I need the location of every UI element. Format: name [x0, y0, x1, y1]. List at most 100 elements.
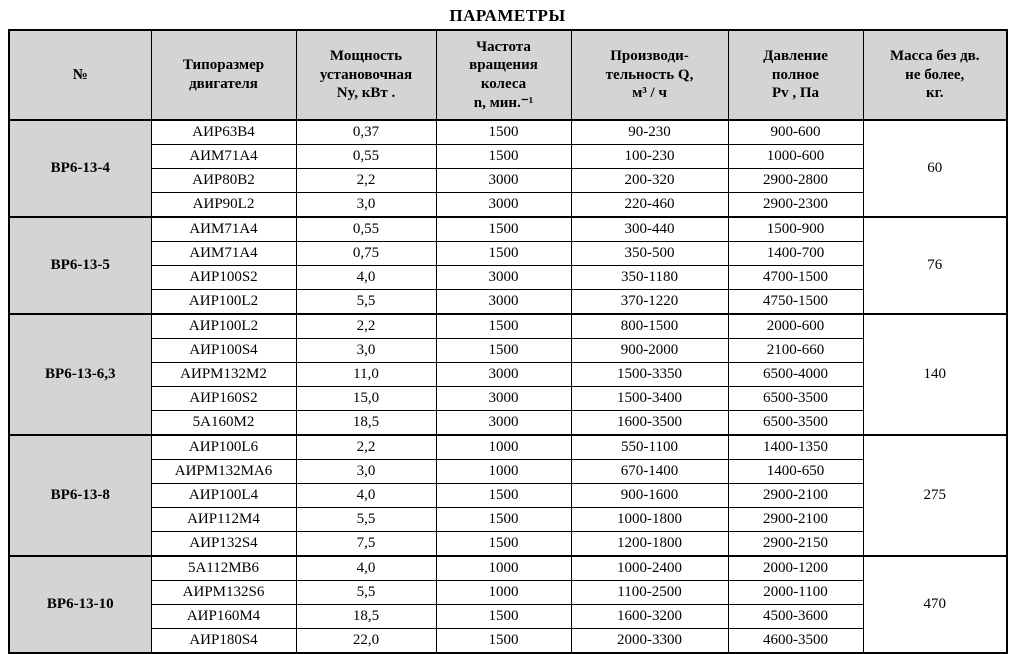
mass-cell: 140: [862, 313, 1008, 436]
pressure-cell: 4500-3600: [727, 604, 864, 629]
capacity-cell: 90-230: [570, 119, 729, 145]
motor-cell: АИРМ132S6: [150, 580, 297, 605]
motor-cell: АИМ71А4: [150, 216, 297, 242]
speed-cell: 1500: [435, 216, 572, 242]
pressure-cell: 1400-650: [727, 459, 864, 484]
pressure-cell: 2000-1100: [727, 580, 864, 605]
table-row: ВР6-13-5 АИМ71А4 0,55 1500 300-440 1500-900 76: [8, 216, 1008, 315]
table-row: ВР6-13-10 5А112МВ6 4,0 1000 1000-2400 2000-12…: [8, 555, 1008, 654]
pressure-cell: 2900-2100: [727, 483, 864, 508]
mass-cell: 76: [862, 216, 1008, 315]
capacity-cell: 350-1180: [570, 265, 729, 290]
pressure-cell: 1000-600: [727, 144, 864, 169]
group-label-cell: ВР6-13-6,3: [8, 313, 152, 436]
table-row: АИР100L2 5,5 3000 370-1220 4750-1500: [9, 289, 1007, 315]
pressure-cell: 4700-1500: [727, 265, 864, 290]
header-cell-mass: Масса без дв. не более, кг.: [862, 29, 1008, 121]
capacity-cell: 1100-2500: [570, 580, 729, 605]
pressure-cell: 2900-2100: [727, 507, 864, 532]
table-row: 5А160М2 18,5 3000 1600-3500 6500-3500: [9, 410, 1007, 436]
capacity-cell: 300-440: [570, 216, 729, 242]
capacity-cell: 350-500: [570, 241, 729, 266]
group-label-cell: ВР6-13-4: [8, 119, 152, 218]
parameters-table: № Типоразмер двигателя Мощность установо…: [8, 29, 1008, 654]
pressure-cell: 2000-1200: [727, 555, 864, 581]
motor-cell: АИРМ132М2: [150, 362, 297, 387]
motor-cell: АИР100L2: [150, 289, 297, 315]
pressure-cell: 2100-660: [727, 338, 864, 363]
page-title: ПАРАМЕТРЫ: [449, 6, 566, 25]
pressure-cell: 1400-1350: [727, 434, 864, 460]
power-cell: 22,0: [295, 628, 437, 654]
power-cell: 4,0: [295, 265, 437, 290]
table-row: АИР160М4 18,5 1500 1600-3200 4500-3600: [9, 604, 1007, 629]
pressure-cell: 2900-2300: [727, 192, 864, 218]
table-row: АИР112М4 5,5 1500 1000-1800 2900-2100: [9, 507, 1007, 532]
table-row: ВР6-13-6,3 АИР100L2 2,2 1500 800-1500 2000-60…: [8, 313, 1008, 436]
table-row: АИР100S2 4,0 3000 350-1180 4700-1500: [9, 265, 1007, 290]
motor-cell: 5А160М2: [150, 410, 297, 436]
speed-cell: 1500: [435, 531, 572, 557]
capacity-cell: 1500-3350: [570, 362, 729, 387]
motor-cell: АИР100L2: [150, 313, 297, 339]
motor-cell: АИР160S2: [150, 386, 297, 411]
group-label-cell: ВР6-13-5: [8, 216, 152, 315]
motor-cell: АИМ71А4: [150, 144, 297, 169]
table-header: № Типоразмер двигателя Мощность установо…: [8, 29, 1008, 121]
header-cell-number: №: [8, 29, 152, 121]
table-row: АИР80В2 2,2 3000 200-320 2900-2800: [9, 168, 1007, 193]
table-row: АИРМ132МА6 3,0 1000 670-1400 1400-650: [9, 459, 1007, 484]
mass-cell: 60: [862, 119, 1008, 218]
speed-cell: 3000: [435, 168, 572, 193]
power-cell: 15,0: [295, 386, 437, 411]
motor-cell: АИР112М4: [150, 507, 297, 532]
pressure-cell: 1500-900: [727, 216, 864, 242]
motor-cell: АИР132S4: [150, 531, 297, 557]
header-cell-power: Мощность установочная Ny, кВт .: [295, 29, 437, 121]
capacity-cell: 220-460: [570, 192, 729, 218]
table-row: АИР132S4 7,5 1500 1200-1800 2900-2150: [9, 531, 1007, 557]
speed-cell: 1500: [435, 628, 572, 654]
speed-cell: 1500: [435, 483, 572, 508]
pressure-cell: 2900-2150: [727, 531, 864, 557]
speed-cell: 1000: [435, 434, 572, 460]
mass-cell: 470: [862, 555, 1008, 654]
table-row: ВР6-13-8 АИР100L6 2,2 1000 550-1100 1400-1350…: [8, 434, 1008, 557]
table-row: АИР90L2 3,0 3000 220-460 2900-2300: [9, 192, 1007, 218]
speed-cell: 1000: [435, 459, 572, 484]
power-cell: 0,55: [295, 144, 437, 169]
power-cell: 18,5: [295, 604, 437, 629]
speed-cell: 3000: [435, 289, 572, 315]
capacity-cell: 900-1600: [570, 483, 729, 508]
power-cell: 2,2: [295, 434, 437, 460]
speed-cell: 1500: [435, 338, 572, 363]
table-row: АИРМ132S6 5,5 1000 1100-2500 2000-1100: [9, 580, 1007, 605]
capacity-cell: 800-1500: [570, 313, 729, 339]
power-cell: 2,2: [295, 168, 437, 193]
capacity-cell: 1600-3500: [570, 410, 729, 436]
table-row: ВР6-13-4 АИР63В4 0,37 1500 90-230 900-600 60: [8, 119, 1008, 218]
motor-cell: АИР90L2: [150, 192, 297, 218]
speed-cell: 1000: [435, 580, 572, 605]
motor-cell: АИР100L4: [150, 483, 297, 508]
speed-cell: 1500: [435, 119, 572, 145]
capacity-cell: 100-230: [570, 144, 729, 169]
speed-cell: 1000: [435, 555, 572, 581]
motor-cell: АИР80В2: [150, 168, 297, 193]
capacity-cell: 1600-3200: [570, 604, 729, 629]
header-cell-motor: Типоразмер двигателя: [150, 29, 297, 121]
power-cell: 7,5: [295, 531, 437, 557]
header-cell-speed: Частота вращения колеса n, мин.⁻¹: [435, 29, 572, 121]
capacity-cell: 1200-1800: [570, 531, 729, 557]
capacity-cell: 370-1220: [570, 289, 729, 315]
speed-cell: 3000: [435, 192, 572, 218]
power-cell: 0,75: [295, 241, 437, 266]
speed-cell: 1500: [435, 241, 572, 266]
speed-cell: 1500: [435, 144, 572, 169]
pressure-cell: 6500-3500: [727, 386, 864, 411]
speed-cell: 1500: [435, 313, 572, 339]
pressure-cell: 4600-3500: [727, 628, 864, 654]
power-cell: 5,5: [295, 507, 437, 532]
speed-cell: 3000: [435, 386, 572, 411]
power-cell: 11,0: [295, 362, 437, 387]
